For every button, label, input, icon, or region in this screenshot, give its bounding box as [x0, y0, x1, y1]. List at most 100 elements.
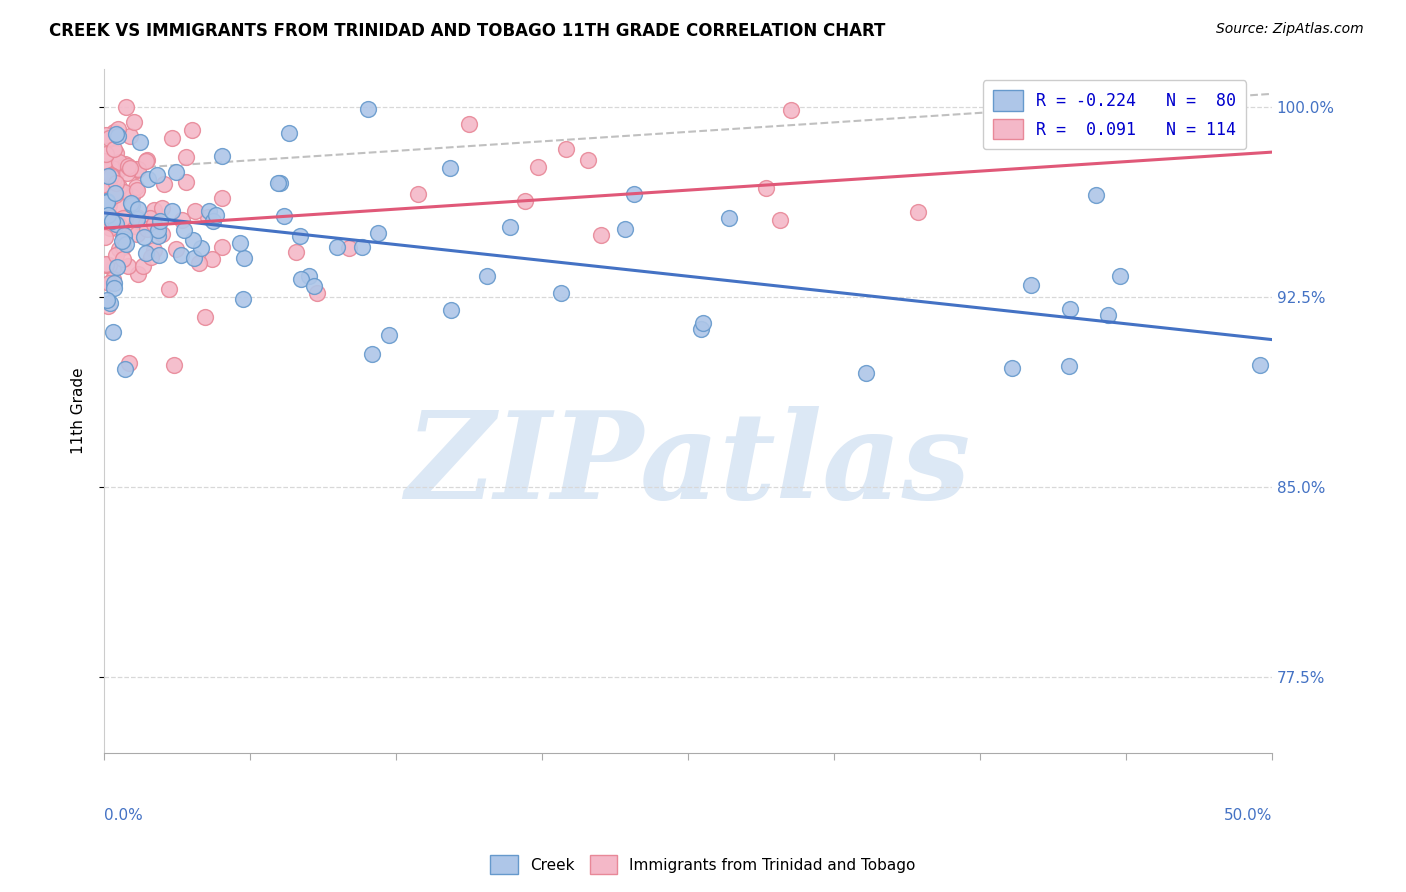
Point: [121, 189, 143, 203]
Point: [94, 159, 117, 173]
Point: [97, 169, 120, 183]
Point: [1057, 359, 1080, 373]
Point: [550, 286, 572, 301]
Point: [101, 260, 124, 275]
Point: [112, 240, 135, 254]
Point: [302, 278, 325, 293]
Point: [94, 180, 117, 194]
Point: [127, 211, 149, 226]
Point: [104, 188, 127, 202]
Point: [105, 128, 128, 142]
Point: [146, 223, 169, 237]
Point: [1059, 302, 1081, 317]
Point: [105, 162, 128, 177]
Point: [172, 213, 194, 227]
Point: [97, 192, 120, 206]
Point: [190, 241, 212, 255]
Point: [458, 117, 481, 131]
Point: [298, 269, 321, 284]
Point: [288, 229, 311, 244]
Point: [360, 346, 382, 360]
Point: [160, 203, 183, 218]
Point: [107, 121, 129, 136]
Point: [273, 209, 295, 223]
Point: [229, 235, 252, 250]
Point: [96, 293, 118, 307]
Point: [101, 272, 124, 286]
Point: [103, 281, 125, 295]
Point: [96, 258, 118, 272]
Point: [108, 223, 131, 237]
Point: [98, 295, 121, 310]
Text: CREEK VS IMMIGRANTS FROM TRINIDAD AND TOBAGO 11TH GRADE CORRELATION CHART: CREEK VS IMMIGRANTS FROM TRINIDAD AND TO…: [49, 22, 886, 40]
Point: [150, 201, 173, 215]
Point: [94, 257, 117, 271]
Point: [129, 215, 152, 229]
Point: [97, 258, 120, 272]
Point: [105, 163, 128, 178]
Point: [165, 164, 187, 178]
Point: [108, 218, 131, 232]
Point: [115, 99, 138, 113]
Point: [145, 168, 167, 182]
Point: [157, 282, 180, 296]
Point: [118, 161, 141, 175]
Point: [118, 356, 141, 370]
Point: [183, 251, 205, 265]
Point: [1097, 308, 1119, 322]
Point: [96, 195, 118, 210]
Point: [96, 211, 118, 225]
Point: [135, 245, 157, 260]
Point: [1021, 277, 1043, 292]
Point: [96, 300, 118, 314]
Point: [98, 221, 121, 235]
Point: [174, 175, 197, 189]
Point: [94, 201, 117, 215]
Point: [406, 186, 429, 201]
Point: [114, 361, 136, 376]
Point: [515, 194, 537, 208]
Point: [105, 260, 128, 274]
Point: [614, 222, 637, 236]
Legend: Creek, Immigrants from Trinidad and Tobago: Creek, Immigrants from Trinidad and Toba…: [484, 849, 922, 880]
Point: [305, 286, 328, 301]
Point: [290, 272, 312, 286]
Point: [114, 227, 136, 242]
Point: [589, 227, 612, 242]
Point: [94, 154, 117, 169]
Point: [105, 146, 128, 161]
Point: [94, 128, 117, 142]
Point: [477, 268, 499, 283]
Point: [117, 159, 139, 173]
Point: [115, 166, 138, 180]
Point: [755, 180, 778, 194]
Point: [623, 187, 645, 202]
Point: [127, 161, 149, 176]
Point: [100, 184, 122, 198]
Point: [152, 178, 174, 192]
Y-axis label: 11th Grade: 11th Grade: [72, 368, 86, 454]
Point: [197, 203, 219, 218]
Point: [1001, 361, 1024, 376]
Point: [112, 252, 135, 266]
Point: [439, 161, 461, 175]
Point: [202, 214, 225, 228]
Point: [105, 248, 128, 262]
Point: [127, 202, 149, 217]
Point: [150, 227, 173, 242]
Point: [97, 171, 120, 186]
Point: [233, 251, 256, 265]
Point: [690, 322, 713, 336]
Point: [127, 267, 149, 281]
Point: [98, 198, 121, 212]
Point: [101, 214, 124, 228]
Point: [211, 191, 233, 205]
Point: [114, 237, 136, 252]
Point: [555, 142, 578, 156]
Point: [162, 131, 184, 145]
Point: [127, 210, 149, 224]
Point: [108, 154, 131, 169]
Point: [96, 178, 118, 192]
Point: [112, 186, 135, 200]
Point: [134, 230, 156, 244]
